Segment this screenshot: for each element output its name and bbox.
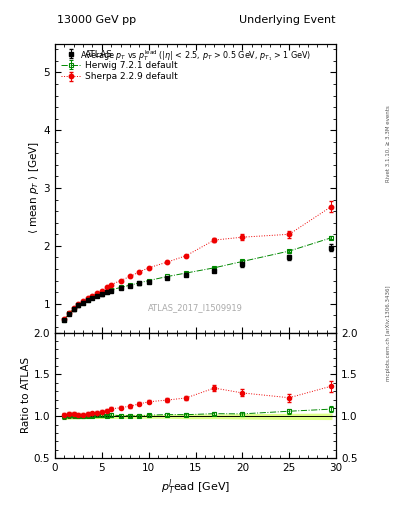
Text: Rivet 3.1.10, ≥ 3.3M events: Rivet 3.1.10, ≥ 3.3M events	[386, 105, 391, 182]
Text: Underlying Event: Underlying Event	[239, 14, 335, 25]
Text: mcplots.cern.ch [arXiv:1306.3436]: mcplots.cern.ch [arXiv:1306.3436]	[386, 285, 391, 380]
Legend: ATLAS, Herwig 7.2.1 default, Sherpa 2.2.9 default: ATLAS, Herwig 7.2.1 default, Sherpa 2.2.…	[59, 48, 179, 83]
X-axis label: $p_T^l$ead [GeV]: $p_T^l$ead [GeV]	[161, 477, 230, 497]
Y-axis label: Ratio to ATLAS: Ratio to ATLAS	[21, 357, 31, 434]
Text: 13000 GeV pp: 13000 GeV pp	[57, 14, 136, 25]
Text: ATLAS_2017_I1509919: ATLAS_2017_I1509919	[148, 303, 243, 312]
Y-axis label: $\langle$ mean $p_T$ $\rangle$ [GeV]: $\langle$ mean $p_T$ $\rangle$ [GeV]	[27, 142, 41, 234]
Text: Average $p_T$ vs $p_T^{\rm lead}$ ($|\eta|$ < 2.5, $p_T$ > 0.5 GeV, $p_{T_1}$ > : Average $p_T$ vs $p_T^{\rm lead}$ ($|\et…	[80, 48, 311, 63]
